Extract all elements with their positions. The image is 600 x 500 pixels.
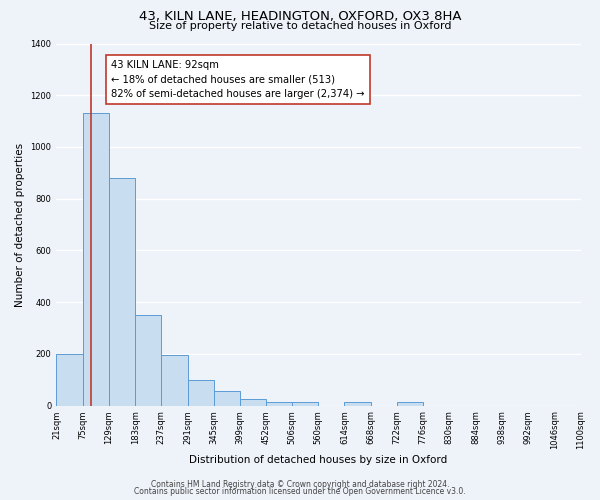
Bar: [240, 399, 266, 406]
X-axis label: Distribution of detached houses by size in Oxford: Distribution of detached houses by size …: [190, 455, 448, 465]
Bar: [344, 402, 371, 406]
Bar: [188, 380, 214, 406]
Text: Contains public sector information licensed under the Open Government Licence v3: Contains public sector information licen…: [134, 487, 466, 496]
Bar: [56, 354, 83, 406]
Bar: [83, 114, 109, 406]
Bar: [109, 178, 135, 406]
Bar: [161, 355, 188, 406]
Text: 43 KILN LANE: 92sqm
← 18% of detached houses are smaller (513)
82% of semi-detac: 43 KILN LANE: 92sqm ← 18% of detached ho…: [112, 60, 365, 100]
Y-axis label: Number of detached properties: Number of detached properties: [15, 142, 25, 306]
Bar: [397, 402, 423, 406]
Text: Contains HM Land Registry data © Crown copyright and database right 2024.: Contains HM Land Registry data © Crown c…: [151, 480, 449, 489]
Text: 43, KILN LANE, HEADINGTON, OXFORD, OX3 8HA: 43, KILN LANE, HEADINGTON, OXFORD, OX3 8…: [139, 10, 461, 23]
Bar: [292, 402, 318, 406]
Bar: [214, 392, 240, 406]
Bar: [266, 402, 292, 406]
Text: Size of property relative to detached houses in Oxford: Size of property relative to detached ho…: [149, 21, 451, 31]
Bar: [135, 315, 161, 406]
